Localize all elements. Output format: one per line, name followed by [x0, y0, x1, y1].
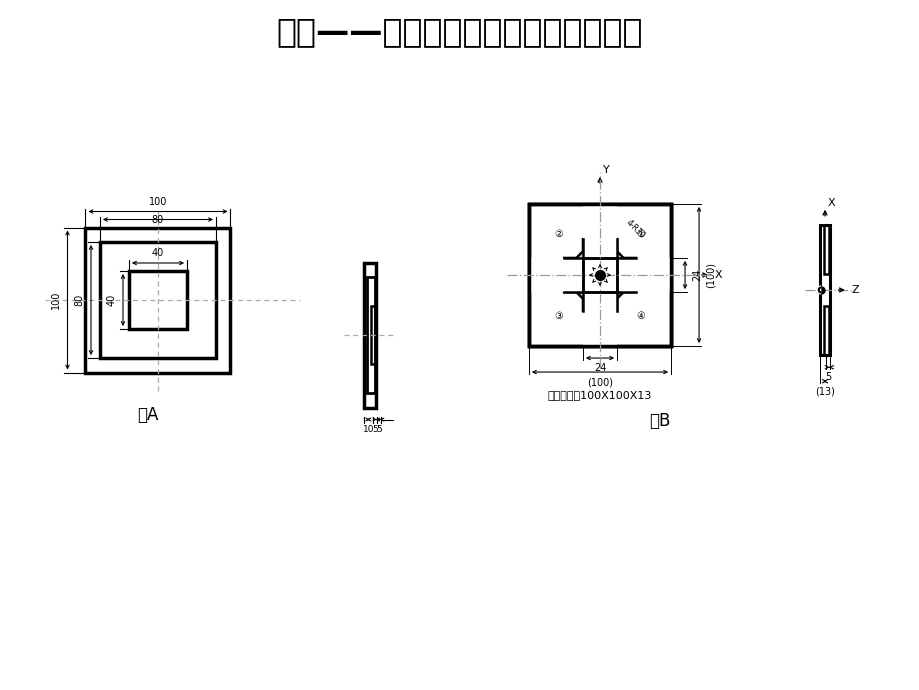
- Bar: [583, 204, 617, 346]
- Text: 80: 80: [74, 294, 84, 306]
- Text: 5: 5: [376, 424, 381, 433]
- Text: Y: Y: [602, 165, 609, 175]
- Text: (100): (100): [586, 377, 612, 387]
- Wedge shape: [563, 239, 617, 292]
- Text: ③: ③: [554, 311, 563, 321]
- Bar: [820, 225, 829, 355]
- Bar: [85, 228, 231, 373]
- Text: 毛坯尺寸：100X100X13: 毛坯尺寸：100X100X13: [547, 390, 652, 400]
- Text: 任务——看到这幅图你会想到什么呢？: 任务——看到这幅图你会想到什么呢？: [277, 15, 642, 48]
- Bar: [528, 204, 670, 346]
- Text: 100: 100: [51, 290, 61, 309]
- Text: 10: 10: [362, 424, 374, 433]
- Text: 4-R30: 4-R30: [624, 217, 646, 240]
- Text: 80: 80: [152, 215, 164, 224]
- Bar: [100, 242, 216, 358]
- Bar: [823, 306, 829, 355]
- Text: 40: 40: [107, 294, 117, 306]
- Bar: [364, 262, 376, 408]
- Text: Z: Z: [851, 285, 858, 295]
- Bar: [528, 204, 670, 346]
- Text: X: X: [714, 270, 722, 280]
- Wedge shape: [583, 258, 635, 311]
- Text: 图B: 图B: [649, 412, 670, 430]
- Text: 24: 24: [593, 363, 606, 373]
- Text: 40: 40: [152, 248, 164, 258]
- Text: ②: ②: [554, 229, 563, 239]
- Bar: [129, 271, 187, 329]
- Text: 100: 100: [149, 197, 167, 206]
- Bar: [528, 204, 670, 346]
- Bar: [528, 258, 670, 292]
- Wedge shape: [563, 258, 617, 311]
- Text: (13): (13): [814, 386, 834, 396]
- Bar: [367, 277, 375, 393]
- Text: 24: 24: [691, 269, 701, 282]
- Bar: [371, 306, 375, 364]
- Text: 5: 5: [371, 424, 378, 433]
- Text: 图A: 图A: [137, 406, 158, 424]
- Wedge shape: [583, 239, 635, 292]
- Text: ④: ④: [636, 311, 644, 321]
- Bar: [823, 225, 829, 275]
- Bar: [528, 204, 670, 346]
- Text: 5: 5: [824, 372, 830, 382]
- Text: X: X: [827, 198, 834, 208]
- Text: ①: ①: [636, 229, 644, 239]
- Text: (100): (100): [705, 262, 715, 288]
